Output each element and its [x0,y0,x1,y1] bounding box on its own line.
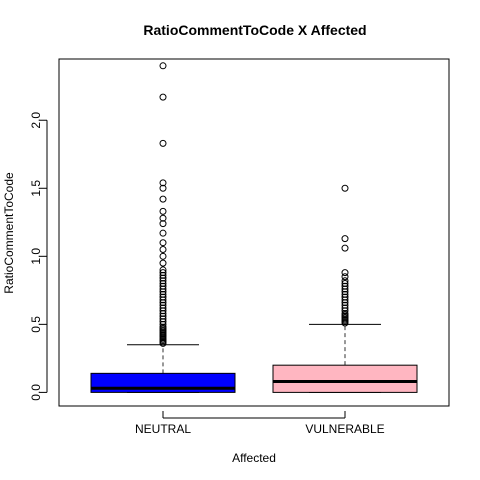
outlier-point [159,296,167,304]
outlier-point [341,244,349,252]
outlier-point [341,309,349,317]
boxes-group [90,62,418,393]
outlier-point [341,273,349,281]
outlier-point [341,184,349,192]
outlier-point [341,288,349,296]
outlier-point [159,229,167,237]
outlier-point [341,293,349,301]
outlier-point [159,239,167,247]
y-tick-label: 2.0 [29,112,43,129]
y-tick-label: 0.0 [29,384,43,401]
box-neutral [90,62,236,393]
outlier-point [159,179,167,187]
outlier-point [159,293,167,301]
y-tick-label: 1.5 [29,180,43,197]
y-axis-label: RatioCommentToCode [2,172,16,294]
outlier-point [159,269,167,277]
outlier-point [159,299,167,307]
outlier-point [159,139,167,147]
outlier-point [159,195,167,203]
y-axis: 0.0 0.5 1.0 1.5 2.0 [29,112,48,401]
outlier-point [159,280,167,288]
x-tick-label: NEUTRAL [135,422,191,436]
outlier-point [341,304,349,312]
outlier-point [159,285,167,293]
y-tick-label: 1.0 [29,248,43,265]
outlier-point [341,290,349,298]
outlier-point [159,220,167,228]
outlier-point [159,259,167,267]
chart-title: RatioCommentToCode X Affected [143,22,366,38]
outlier-point [341,301,349,309]
outlier-point [341,282,349,290]
outlier-point [159,288,167,296]
outlier-point [159,184,167,192]
outlier-point [159,246,167,254]
outlier-point [159,312,167,320]
outlier-point [341,269,349,277]
outlier-point [341,296,349,304]
x-tick-label: VULNERABLE [305,422,384,436]
outlier-point [159,320,167,328]
outlier-point [159,214,167,222]
outlier-point [159,62,167,70]
outlier-point [341,277,349,285]
outlier-point [341,235,349,243]
outlier-point [159,252,167,260]
outlier-point [341,299,349,307]
iqr-box [272,364,418,393]
outlier-point [159,271,167,279]
x-axis: NEUTRAL VULNERABLE [135,411,385,436]
x-axis-label: Affected [232,451,276,465]
outlier-point [159,274,167,282]
box-vulnerable [272,184,418,393]
outlier-point [159,318,167,326]
outlier-point [159,323,167,331]
outlier-point [159,290,167,298]
outlier-point [341,307,349,315]
plot-area-frame [58,58,450,407]
outlier-point [341,285,349,293]
outlier-point [159,307,167,315]
y-tick-label: 0.5 [29,316,43,333]
outlier-point [159,301,167,309]
outlier-point [159,207,167,215]
outlier-point [159,315,167,323]
outlier-point [159,309,167,317]
outlier-point [341,280,349,288]
outlier-point [159,93,167,101]
outlier-point [159,266,167,274]
outlier-point [159,304,167,312]
outlier-point [159,282,167,290]
outlier-point [159,277,167,285]
